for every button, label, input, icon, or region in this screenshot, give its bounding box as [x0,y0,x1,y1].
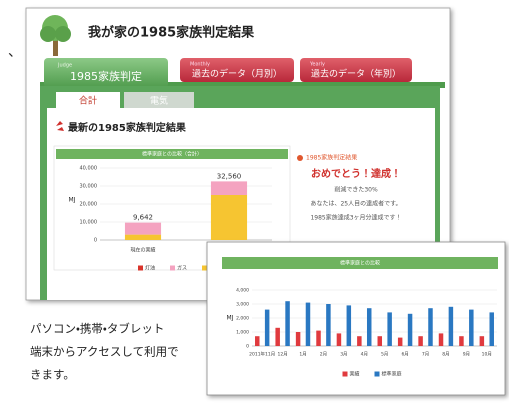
total-label: 9,642 [133,214,153,222]
y-axis-label: MJ [227,315,234,322]
tab[interactable]: Judge 1985家族判定 [44,58,168,88]
page-body: { "mark": "、", "header": {"title": "我が家の… [0,0,509,420]
tab-label: 過去のデータ（月別） [192,68,282,80]
bar [337,333,341,346]
y-tick-label: 1,000 [236,330,249,336]
y-tick-label: 20,000 [80,202,98,208]
y-tick-label: 4,000 [236,288,249,294]
caption-line: きます。 [30,368,75,382]
bar [378,336,382,346]
subtab-label: 電気 [150,95,168,107]
result-heading: 1985家族判定結果 [306,154,357,162]
x-tick-label: 6月 [401,352,408,358]
bar [306,303,310,346]
x-tick-label: 2011年11月 [249,351,275,358]
bar [265,310,269,346]
section-title: 最新の1985家族判定結果 [68,121,187,134]
bar-segment [211,195,247,240]
y-tick-label: 0 [246,344,249,350]
bar-segment [125,223,161,235]
legend-label: 標準家庭 [382,371,402,378]
y-tick-label: 3,000 [236,302,249,308]
legend-swatch [375,372,380,377]
bar [296,332,300,346]
bar [489,312,493,346]
bar [347,305,351,346]
caption-line: パソコン・携帯・タブレット [30,322,164,336]
bar [285,301,289,346]
x-tick-label: 現在の実績 [130,247,155,254]
y-axis-label: MJ [69,197,76,204]
x-tick-label: 8月 [442,352,449,358]
subtab[interactable]: 電気 [124,92,194,108]
bar [439,333,443,346]
y-tick-label: 2,000 [236,316,249,322]
bar [357,336,361,346]
bar [469,310,473,346]
tab-tag: Judge [57,63,72,69]
x-tick-label: 7月 [422,352,429,358]
legend-label: ガス [177,265,187,272]
chart-title: 標準家庭との比較 [340,260,380,267]
legend-swatch [202,266,207,271]
bar [449,307,453,346]
x-tick-label: 4月 [361,352,368,358]
bar [428,308,432,346]
bar [367,308,371,346]
bar [418,336,422,346]
x-tick-label: 1月 [299,352,306,358]
total-label: 32,560 [217,172,242,180]
result-line: 削減できた30% [334,186,378,194]
tab-label: 1985家族判定 [70,69,142,83]
chart-title: 標準家庭との比較（合計） [142,151,202,158]
bar [480,336,484,346]
x-tick-label: 5月 [381,352,388,358]
bar [316,331,320,346]
result-line: あなたは、25人目の達成者です。 [310,200,401,208]
result-message: おめでとう！達成！ [311,167,401,180]
bar-segment [211,181,247,195]
scene: 、 我が家の1985家族判定結果 Judge 1985家族判定 Monthly … [0,0,509,420]
y-tick-label: 40,000 [80,166,98,172]
bar [459,336,463,346]
result-line: 1985家族達成3ヶ月分達成です！ [310,214,401,222]
x-tick-label: 9月 [463,352,470,358]
bar [275,328,279,346]
caption-line: 端末からアクセスして利用で [30,345,179,359]
x-tick-label: 2月 [320,352,327,358]
bar-segment [125,235,161,240]
legend-swatch [343,372,348,377]
punctuation: 、 [8,44,22,60]
page-title: 我が家の1985家族判定結果 [88,25,254,41]
bar [398,338,402,346]
tab[interactable]: Monthly 過去のデータ（月別） [180,58,294,82]
tab-tag: Yearly [309,62,325,68]
legend-swatch [138,266,143,271]
tab-tag: Monthly [190,62,210,68]
tab-label: 過去のデータ（年別） [311,68,401,80]
bar [326,304,330,346]
legend-label: 灯油 [145,265,155,272]
x-tick-label: 3月 [340,352,347,358]
y-tick-label: 10,000 [80,220,98,226]
bar [255,336,259,346]
subtab[interactable]: 合計 [56,92,120,108]
y-tick-label: 0 [94,238,97,244]
page: 1985家族判定結果 html, body { margin: 0; paddi… [0,0,509,420]
x-tick-label: 10月 [482,352,492,358]
subtab-label: 合計 [79,95,97,107]
tab[interactable]: Yearly 過去のデータ（年別） [300,58,412,82]
legend-swatch [170,266,175,271]
x-tick-label: 12月 [278,352,288,358]
bar [408,314,412,346]
legend-label: 実績 [350,371,360,378]
bar [387,312,391,346]
y-tick-label: 30,000 [80,184,98,190]
